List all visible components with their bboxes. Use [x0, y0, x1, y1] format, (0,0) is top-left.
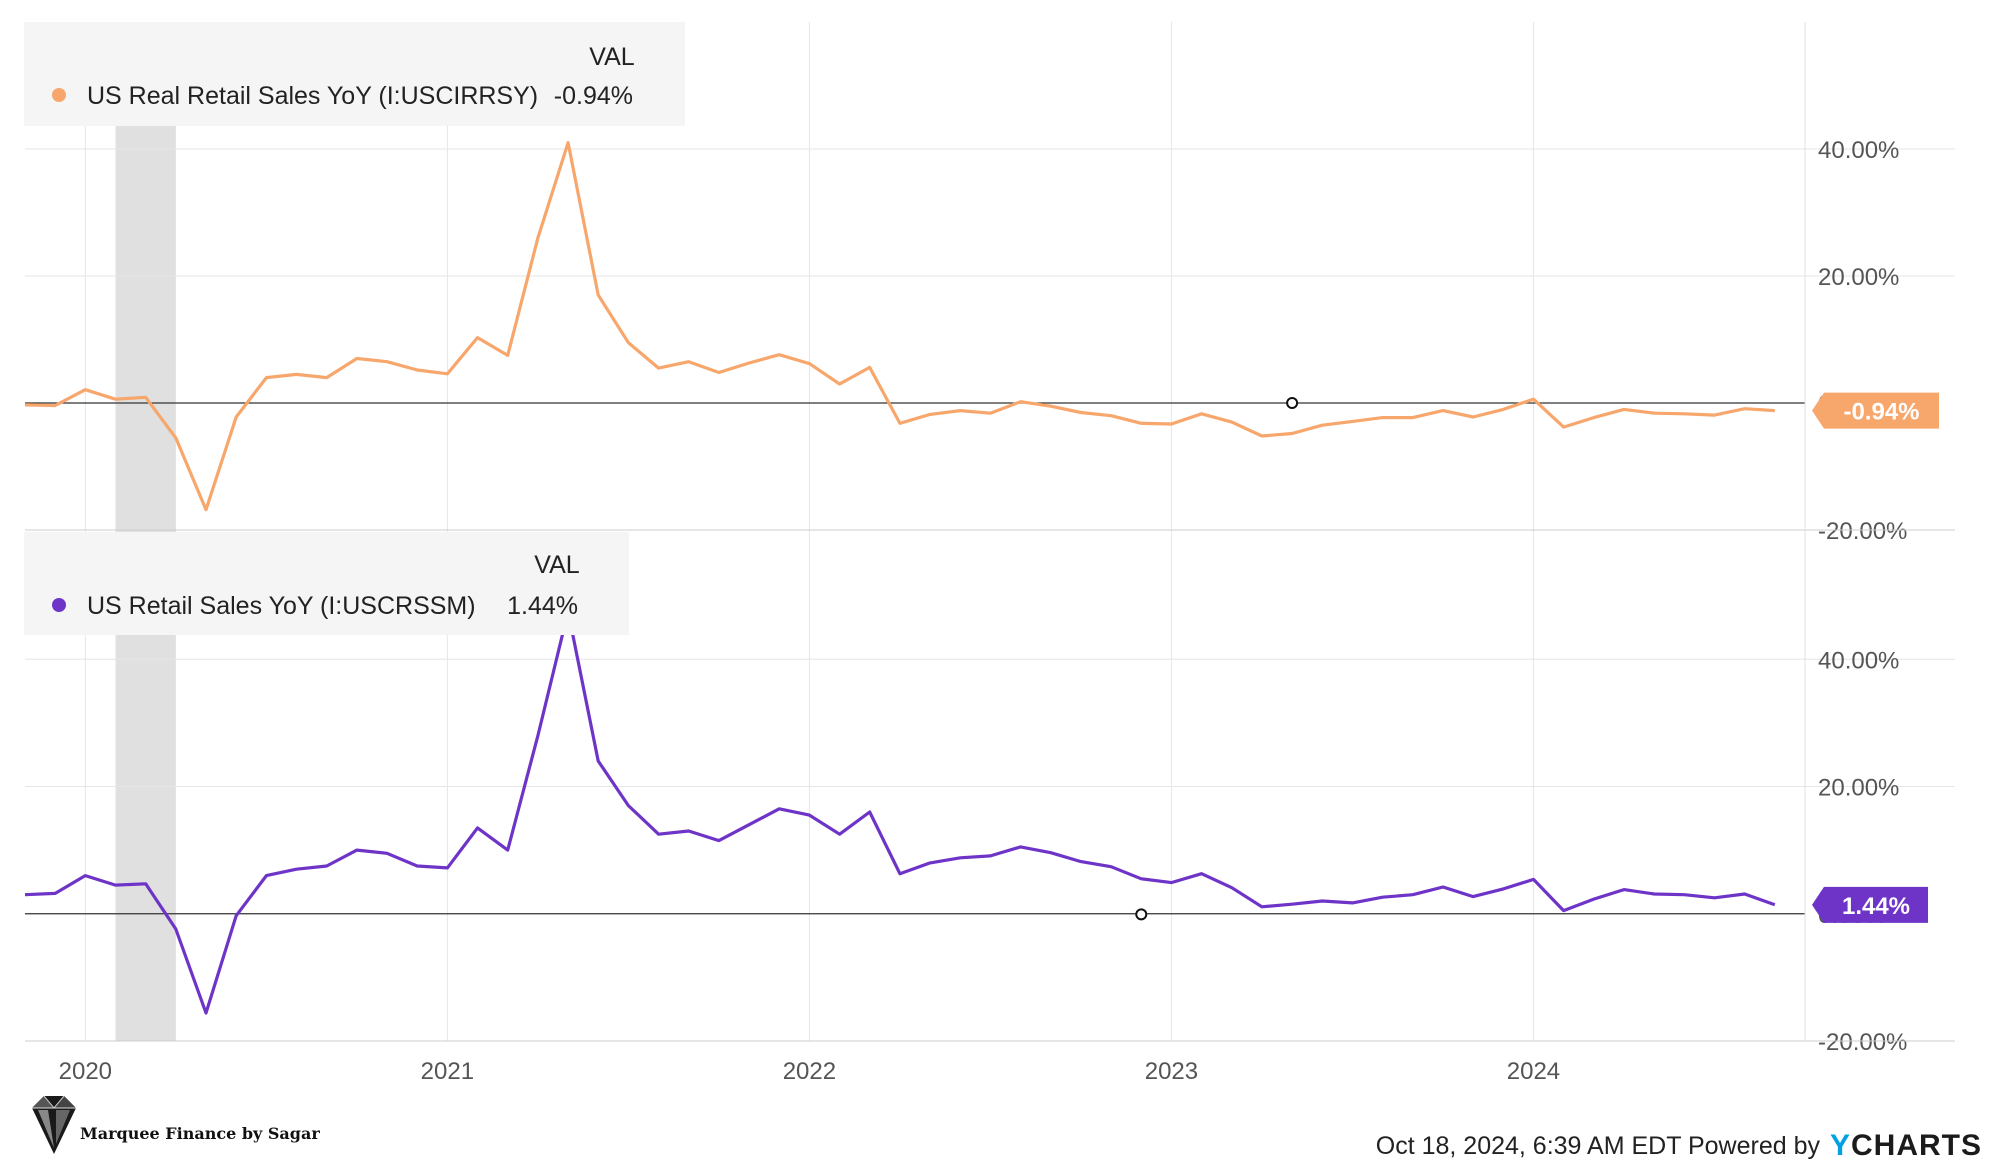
brand-watermark: Marquee Finance by Sagar: [26, 1092, 326, 1162]
ycharts-logo-rest: CHARTS: [1851, 1129, 1982, 1162]
y-tick-label: 40.00%: [1818, 137, 1899, 164]
recession-band: [115, 22, 176, 1041]
last-value-tag: [1812, 886, 1928, 923]
timestamp-text: Oct 18, 2024, 6:39 AM EDT Powered by: [1375, 1131, 1820, 1160]
y-tick-label: 40.00%: [1818, 647, 1899, 674]
legend-dot-icon: [52, 88, 66, 102]
legend-series-value: 1.44%: [507, 592, 578, 620]
y-tick-label: -20.00%: [1818, 518, 1907, 545]
last-value-tag: [1812, 392, 1939, 429]
x-tick-label-2020: 2020: [59, 1058, 112, 1085]
x-tick-label-2022: 2022: [783, 1058, 836, 1085]
diamond-logo-icon: [32, 1095, 76, 1154]
last-value-label: 1.44%: [1842, 893, 1910, 920]
legend-header: VAL: [534, 551, 579, 579]
last-value-label: -0.94%: [1843, 399, 1919, 426]
x-tick-label-2023: 2023: [1145, 1058, 1198, 1085]
x-tick-label-2021: 2021: [421, 1058, 474, 1085]
legend-series-name: US Retail Sales YoY (I:USCRSSM): [87, 592, 476, 620]
legend-box: [24, 22, 685, 126]
series-line: [24, 609, 1776, 1015]
legend-header: VAL: [589, 43, 634, 71]
legend-box: [24, 532, 629, 635]
y-tick-label: 20.00%: [1818, 264, 1899, 291]
brand-name: Marquee Finance by Sagar: [80, 1124, 320, 1143]
legend-series-value: -0.94%: [554, 82, 633, 110]
legend-dot-icon: [52, 598, 66, 612]
hover-marker: [1286, 397, 1299, 409]
legend-series-name: US Real Retail Sales YoY (I:USCIRRSY): [87, 82, 538, 110]
hover-marker: [1135, 908, 1148, 921]
y-tick-label: 20.00%: [1818, 775, 1899, 802]
y-tick-label: -20.00%: [1818, 1029, 1907, 1056]
footer-attribution: Oct 18, 2024, 6:39 AM EDT Powered by YCH…: [1376, 1128, 1982, 1164]
ycharts-logo[interactable]: YCHARTS: [1830, 1129, 1982, 1163]
ycharts-logo-y: Y: [1829, 1129, 1851, 1162]
x-tick-label-2024: 2024: [1507, 1058, 1560, 1085]
series-line: [24, 141, 1775, 512]
